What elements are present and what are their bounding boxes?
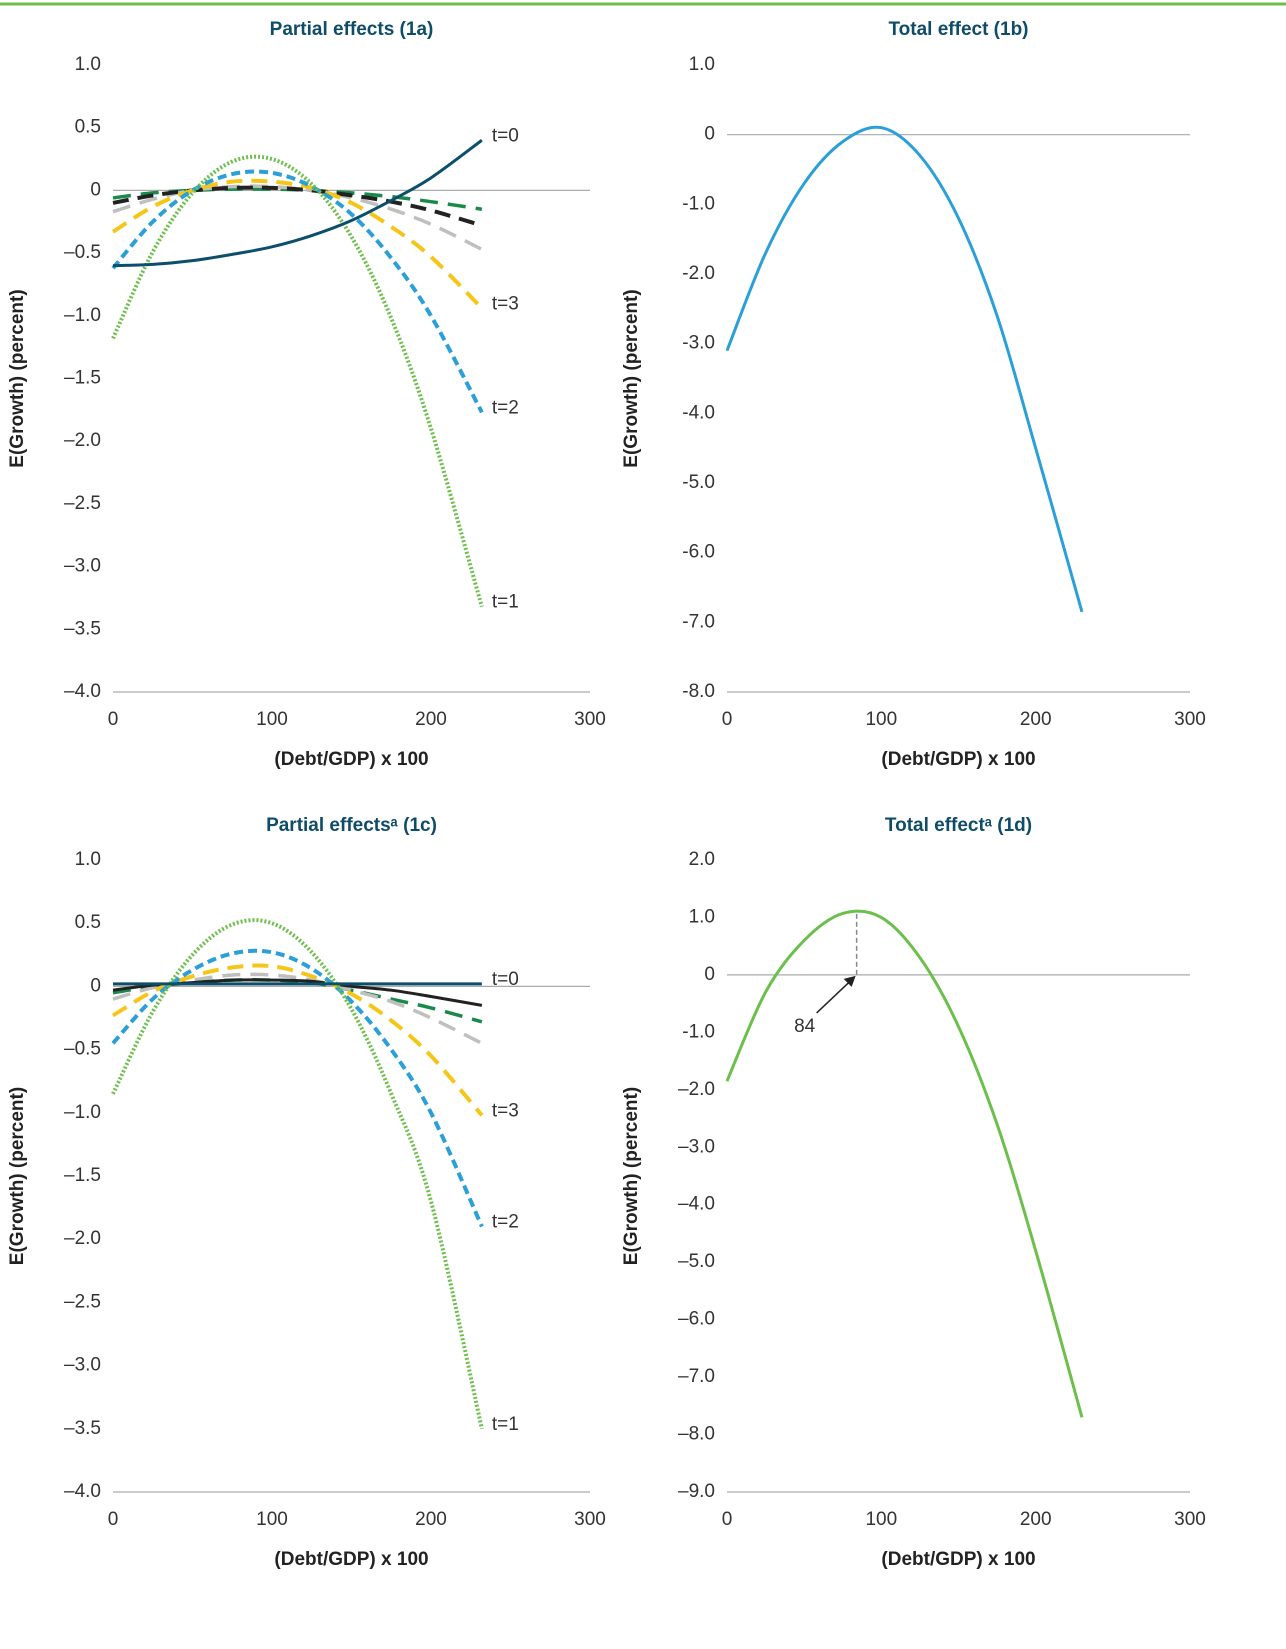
y-tick-label: –2.5	[64, 493, 101, 514]
y-tick-label: 1.0	[689, 906, 715, 927]
x-axis-label: (Debt/GDP) x 100	[274, 749, 428, 770]
y-tick-label: -2.0	[682, 263, 715, 284]
y-tick-label: –3.0	[678, 1136, 715, 1157]
x-tick-label: 0	[108, 709, 119, 730]
y-tick-label: –2.0	[64, 1228, 101, 1249]
x-tick-label: 100	[256, 709, 288, 730]
series-label: t=1	[492, 592, 519, 613]
series-line	[111, 948, 484, 1228]
y-axis-label: E(Growth) (percent)	[621, 289, 642, 467]
y-tick-label: –6.0	[678, 1309, 715, 1330]
x-tick-label: 100	[865, 709, 897, 730]
series-line	[725, 125, 1084, 613]
y-tick-label: –4.0	[678, 1194, 715, 1215]
y-tick-label: -1.0	[682, 1021, 715, 1042]
series-line	[111, 918, 484, 1430]
y-tick-label: 0	[90, 179, 101, 200]
series-label: t=3	[492, 1100, 519, 1121]
y-tick-label: –1.5	[64, 1165, 101, 1186]
x-tick-label: 0	[722, 709, 733, 730]
y-tick-label: –1.0	[64, 305, 101, 326]
x-tick-label: 0	[108, 1509, 119, 1530]
series-label: t=2	[492, 1212, 519, 1233]
series-label: t=1	[492, 1414, 519, 1435]
x-tick-label: 200	[415, 1509, 447, 1530]
y-tick-label: 0	[704, 964, 715, 985]
annotation-label: 84	[794, 1016, 816, 1037]
x-tick-label: 200	[415, 709, 447, 730]
chart-title: Total effect (1b)	[888, 19, 1028, 40]
x-axis-label: (Debt/GDP) x 100	[881, 749, 1035, 770]
series-label: t=0	[492, 125, 519, 146]
y-tick-label: –0.5	[64, 1039, 101, 1060]
y-tick-label: –3.0	[64, 556, 101, 577]
x-tick-label: 200	[1020, 709, 1052, 730]
y-tick-label: -7.0	[682, 611, 715, 632]
x-axis-label: (Debt/GDP) x 100	[881, 1549, 1035, 1570]
x-tick-label: 0	[722, 1509, 733, 1530]
y-tick-label: –4.0	[64, 681, 101, 702]
series-label: t=2	[492, 397, 519, 418]
x-axis-label: (Debt/GDP) x 100	[274, 1549, 428, 1570]
y-tick-label: 0	[90, 975, 101, 996]
y-tick-label: –8.0	[678, 1424, 715, 1445]
x-tick-label: 300	[1174, 709, 1206, 730]
y-tick-label: 1.0	[75, 849, 101, 870]
series-line	[111, 963, 484, 1117]
series-line	[112, 185, 483, 228]
y-tick-label: -5.0	[682, 472, 715, 493]
x-tick-label: 200	[1020, 1509, 1052, 1530]
y-tick-label: -3.0	[682, 333, 715, 354]
y-tick-label: –7.0	[678, 1366, 715, 1387]
y-tick-label: 1.0	[689, 54, 715, 75]
x-tick-label: 100	[256, 1509, 288, 1530]
series-label: t=0	[492, 969, 519, 990]
y-tick-label: 0.5	[75, 912, 101, 933]
chart-title: Partial effectsᵃ (1c)	[266, 815, 437, 836]
y-tick-label: –2.0	[678, 1079, 715, 1100]
y-tick-label: –5.0	[678, 1251, 715, 1272]
y-axis-label: E(Growth) (percent)	[621, 1087, 642, 1265]
y-tick-label: 2.0	[689, 849, 715, 870]
y-tick-label: -6.0	[682, 542, 715, 563]
y-tick-label: 0.5	[75, 117, 101, 138]
y-axis-label: E(Growth) (percent)	[7, 1087, 28, 1265]
series-line	[112, 139, 483, 268]
series-label: t=3	[492, 293, 519, 314]
y-tick-label: –1.0	[64, 1102, 101, 1123]
series-line	[111, 154, 484, 608]
x-tick-label: 300	[1174, 1509, 1206, 1530]
y-tick-label: -4.0	[682, 402, 715, 423]
chart-title: Partial effects (1a)	[270, 19, 434, 40]
series-line	[111, 169, 484, 414]
y-tick-label: -8.0	[682, 681, 715, 702]
y-tick-label: 0	[704, 124, 715, 145]
y-tick-label: -1.0	[682, 193, 715, 214]
y-tick-label: –0.5	[64, 242, 101, 263]
y-tick-label: –9.0	[678, 1481, 715, 1502]
x-tick-label: 300	[574, 1509, 606, 1530]
y-tick-label: –3.0	[64, 1355, 101, 1376]
x-tick-label: 300	[574, 709, 606, 730]
y-tick-label: –2.0	[64, 430, 101, 451]
series-line	[725, 909, 1084, 1418]
y-tick-label: –4.0	[64, 1481, 101, 1502]
y-tick-label: –2.5	[64, 1291, 101, 1312]
y-tick-label: –1.5	[64, 368, 101, 389]
x-tick-label: 100	[865, 1509, 897, 1530]
y-tick-label: –3.5	[64, 618, 101, 639]
arrow-head	[843, 975, 856, 987]
y-axis-label: E(Growth) (percent)	[7, 289, 28, 467]
chart-title: Total effectᵃ (1d)	[885, 815, 1032, 836]
series-line	[111, 178, 484, 310]
annotation-arrow	[816, 977, 855, 1014]
y-tick-label: 1.0	[75, 54, 101, 75]
y-tick-label: –3.5	[64, 1418, 101, 1439]
